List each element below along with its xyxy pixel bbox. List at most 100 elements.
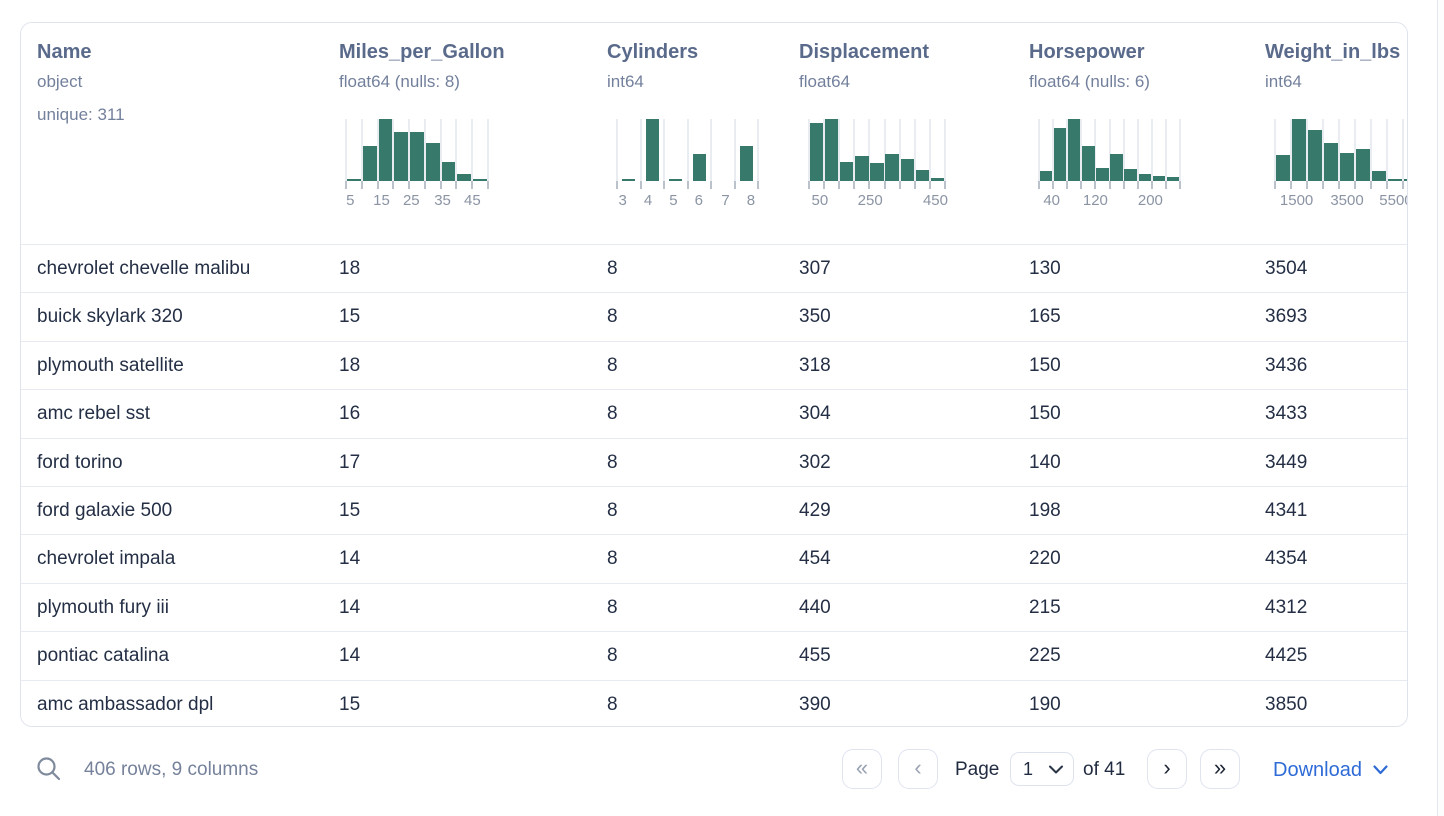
cell-horsepower: 165 <box>1029 306 1061 328</box>
adjacent-panel-edge <box>1437 0 1444 816</box>
histogram-tick <box>1150 181 1153 189</box>
histogram-bar <box>930 178 945 181</box>
histogram-gridline <box>1402 119 1404 181</box>
histogram-axis-label: 5500 <box>1379 192 1407 209</box>
column-header-displacement[interactable]: Displacement float64 <box>799 39 929 92</box>
histogram-gridline <box>1094 119 1097 181</box>
table-row[interactable]: chevrolet impala 14 8 454 220 4354 <box>21 534 1407 583</box>
cell-miles_per_gallon: 18 <box>339 354 361 376</box>
histogram-axis-label: 250 <box>857 192 883 209</box>
histogram-gridline <box>1386 119 1388 181</box>
histogram-gridline <box>808 119 810 181</box>
histogram-gridline <box>439 119 442 181</box>
histogram-tick <box>1038 181 1040 189</box>
table-row[interactable]: amc ambassador dpl 15 8 390 190 3850 <box>21 679 1407 726</box>
cell-cylinders: 8 <box>607 451 618 473</box>
cell-name: amc rebel sst <box>37 403 150 425</box>
search-button[interactable] <box>36 756 62 782</box>
cell-cylinders: 8 <box>607 596 618 618</box>
table-row[interactable]: plymouth satellite 18 8 318 150 3436 <box>21 340 1407 390</box>
page-total-label: of 41 <box>1083 759 1126 780</box>
column-header-weight_in_lbs[interactable]: Weight_in_lbs int64 <box>1265 39 1400 92</box>
download-button[interactable]: Download <box>1273 757 1388 783</box>
histogram-axis-label: 5 <box>669 192 678 209</box>
cell-horsepower: 140 <box>1029 451 1061 473</box>
histogram-gridline <box>868 119 871 181</box>
histogram-bar <box>825 119 839 181</box>
histogram-tick <box>928 181 931 189</box>
cell-name: buick skylark 320 <box>37 306 183 328</box>
page-select-value: 1 <box>1023 758 1034 779</box>
table-row[interactable]: ford torino 17 8 302 140 3449 <box>21 437 1407 486</box>
histogram-bar <box>394 132 409 181</box>
histogram-bar <box>1403 179 1407 181</box>
chevron-left-icon: ‹ <box>914 755 922 780</box>
previous-page-button[interactable]: ‹ <box>898 749 938 789</box>
column-header-miles_per_gallon[interactable]: Miles_per_Gallon float64 (nulls: 8) <box>339 39 505 92</box>
histogram-bar <box>870 163 884 181</box>
histogram-axis-label: 3500 <box>1330 192 1364 209</box>
first-page-button[interactable]: « <box>842 749 882 789</box>
histogram-tick <box>487 181 489 189</box>
cell-weight_in_lbs: 3433 <box>1265 403 1308 425</box>
histogram-bar <box>669 179 683 181</box>
column-name: Weight_in_lbs <box>1265 41 1401 63</box>
histogram-bar <box>473 179 488 181</box>
histogram-tick <box>392 181 395 189</box>
column-header-horsepower[interactable]: Horsepower float64 (nulls: 6) <box>1029 39 1150 92</box>
column-dtype: int64 <box>1265 72 1302 91</box>
column-header-name[interactable]: Name object unique: 311 <box>37 39 125 125</box>
histogram-axis-label: 8 <box>746 192 756 209</box>
cell-miles_per_gallon: 14 <box>339 596 361 618</box>
table-row[interactable]: buick skylark 320 15 8 350 165 3693 <box>21 292 1407 341</box>
histogram-bar <box>1371 171 1387 181</box>
cell-name: chevrolet chevelle malibu <box>37 258 251 279</box>
histogram-bar <box>1152 176 1166 181</box>
histogram-gridline <box>1150 119 1153 181</box>
histogram-tick <box>1122 181 1125 189</box>
cell-horsepower: 150 <box>1029 354 1061 376</box>
column-header-cylinders[interactable]: Cylinders int64 <box>607 39 698 92</box>
page-label: Page <box>955 759 1000 780</box>
table-row[interactable]: plymouth fury iii 14 8 440 215 4312 <box>21 582 1407 632</box>
cell-cylinders: 8 <box>607 548 618 570</box>
histogram-gridline <box>1354 119 1356 181</box>
cell-miles_per_gallon: 16 <box>339 403 361 425</box>
histogram-gridline <box>1136 119 1139 181</box>
cell-weight_in_lbs: 3850 <box>1265 693 1308 715</box>
cell-miles_per_gallon: 14 <box>339 645 361 667</box>
histogram-gridline <box>616 119 618 181</box>
histogram-tick <box>1386 181 1388 189</box>
page-select[interactable]: 1 <box>1010 752 1074 786</box>
histogram-tick <box>1066 181 1069 189</box>
column-dtype: float64 <box>799 72 851 91</box>
histogram-tick <box>838 181 841 189</box>
cell-displacement: 454 <box>799 548 831 570</box>
table-row[interactable]: pontiac catalina 14 8 455 225 4425 <box>21 631 1407 680</box>
histogram-gridline <box>639 119 642 181</box>
histogram-tick <box>1052 181 1055 189</box>
data-table-card: Name object unique: 311 Miles_per_Gallon flo… <box>20 22 1408 727</box>
histogram-axis-label: 40 <box>1043 192 1061 209</box>
table-row[interactable]: ford galaxie 500 15 8 429 198 4341 <box>21 485 1407 535</box>
table-row[interactable]: chevrolet chevelle malibu 18 8 307 130 3504 <box>21 244 1407 293</box>
cell-cylinders: 8 <box>607 499 618 521</box>
histogram-tick <box>471 181 474 189</box>
histogram-gridline <box>360 119 363 181</box>
column-dtype: float64 (nulls: 8) <box>339 72 460 91</box>
histogram-tick <box>710 181 712 189</box>
histogram-tick <box>1179 181 1181 189</box>
cell-displacement: 304 <box>799 403 831 425</box>
table-row[interactable]: amc rebel sst 16 8 304 150 3433 <box>21 389 1407 438</box>
cell-miles_per_gallon: 15 <box>339 306 361 328</box>
cell-name: amc ambassador dpl <box>37 693 214 715</box>
histogram-axis-label: 1500 <box>1279 192 1314 209</box>
next-page-button[interactable]: › <box>1147 749 1187 789</box>
histogram-axis-label: 450 <box>922 192 948 209</box>
cell-name: ford torino <box>37 451 123 473</box>
histogram-gridline <box>471 119 474 181</box>
histogram-axis-label: 50 <box>811 192 829 209</box>
histogram-bar <box>1124 169 1137 181</box>
last-page-button[interactable]: » <box>1200 749 1240 789</box>
histogram-tick <box>1402 181 1404 189</box>
